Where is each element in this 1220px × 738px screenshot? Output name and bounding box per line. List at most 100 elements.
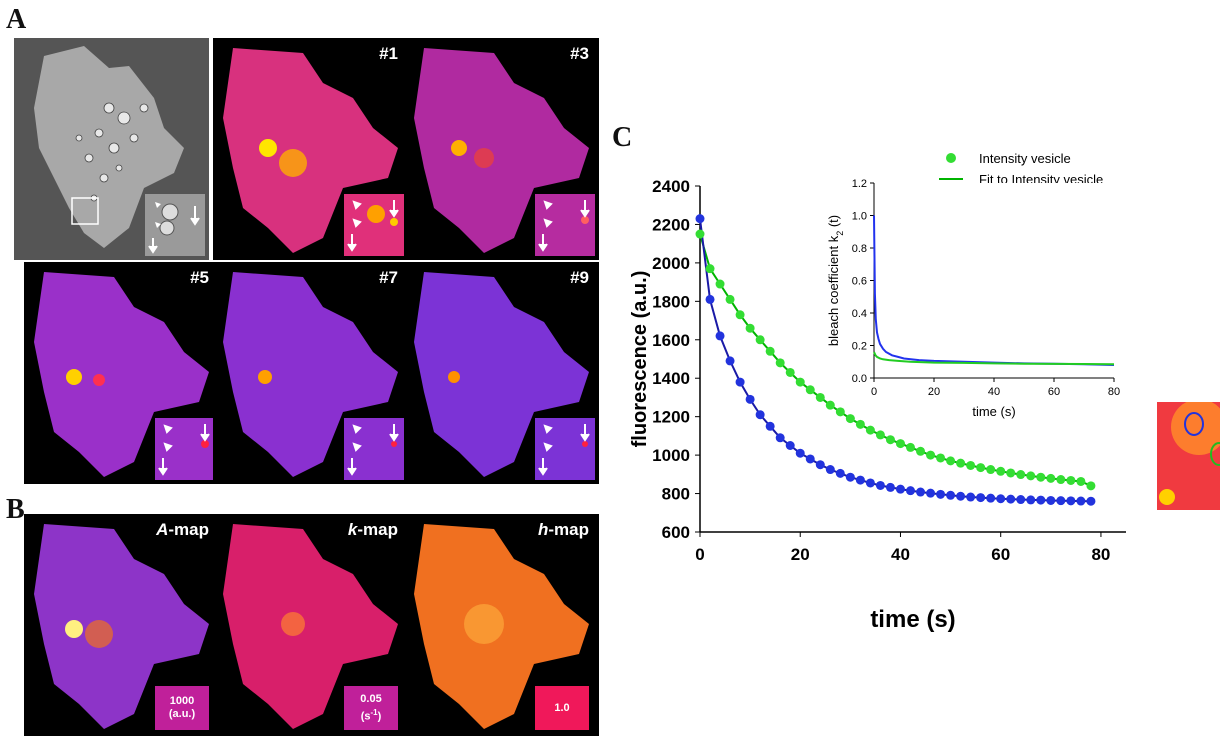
data-point xyxy=(905,486,915,496)
data-point xyxy=(1026,495,1036,505)
panel-label-a: A xyxy=(6,4,27,35)
frame-inset xyxy=(155,418,215,480)
data-point xyxy=(926,450,936,460)
inset-x-tick-label: 80 xyxy=(1108,386,1120,398)
y-tick-label: 1200 xyxy=(652,408,690,427)
a-map-image: A-map 1000 (a.u.) xyxy=(24,514,219,736)
legend-marker xyxy=(946,153,956,163)
inset-y-tick-label: 0.2 xyxy=(852,341,867,353)
image-frame-5: #5 xyxy=(24,262,219,484)
data-point xyxy=(875,480,885,490)
data-point xyxy=(936,489,946,499)
x-tick-label: 60 xyxy=(991,545,1010,564)
data-point xyxy=(936,453,946,463)
data-point xyxy=(805,454,815,464)
data-point xyxy=(956,491,966,501)
data-point xyxy=(1046,495,1056,505)
data-point xyxy=(825,465,835,475)
inset-plot-area xyxy=(874,183,1114,378)
x-tick-label: 80 xyxy=(1091,545,1110,564)
data-point xyxy=(865,425,875,435)
data-point xyxy=(1036,472,1046,482)
data-point xyxy=(986,493,996,503)
frame-inset xyxy=(344,194,404,256)
data-point xyxy=(785,367,795,377)
k-map-image: k-map 0.05 (s-1) xyxy=(213,514,408,736)
data-point xyxy=(1086,496,1096,506)
data-point xyxy=(895,439,905,449)
y-axis-label: fluorescence (a.u.) xyxy=(629,271,651,448)
data-point xyxy=(815,460,825,470)
data-point xyxy=(916,487,926,497)
data-point xyxy=(775,358,785,368)
image-frame-7: #7 xyxy=(213,262,408,484)
data-point xyxy=(795,377,805,387)
data-point xyxy=(1046,473,1056,483)
data-point xyxy=(916,446,926,456)
frame-inset xyxy=(535,418,595,480)
data-point xyxy=(976,493,986,503)
data-point xyxy=(715,331,725,341)
data-point xyxy=(705,264,715,274)
frame-label: #7 xyxy=(379,268,398,287)
inset-x-tick-label: 60 xyxy=(1048,386,1060,398)
data-point xyxy=(1026,471,1036,481)
scale-box: 0.05 (s-1) xyxy=(344,686,398,730)
map-label: h-map xyxy=(537,520,589,539)
scale-box: 1.0 xyxy=(535,686,589,730)
frame-inset xyxy=(344,418,404,480)
data-point xyxy=(996,466,1006,476)
x-tick-label: 20 xyxy=(791,545,810,564)
inset-series-line xyxy=(873,351,1115,366)
image-frame-3: #3 xyxy=(404,38,599,260)
data-point xyxy=(695,214,705,224)
image-frame-1: #1 xyxy=(213,38,408,260)
data-point xyxy=(855,419,865,429)
data-point xyxy=(986,465,996,475)
inset-x-tick-label: 20 xyxy=(928,386,940,398)
data-point xyxy=(946,456,956,466)
data-point xyxy=(835,468,845,478)
data-point xyxy=(795,448,805,458)
data-point xyxy=(956,458,966,468)
data-point xyxy=(775,433,785,443)
inset-y-tick-label: 1.0 xyxy=(852,211,867,223)
data-point xyxy=(1036,495,1046,505)
data-point xyxy=(695,229,705,239)
frame-label: #9 xyxy=(570,268,589,287)
data-point xyxy=(755,335,765,345)
data-point xyxy=(735,377,745,387)
legend-label: Intensity vesicle xyxy=(979,151,1071,166)
data-point xyxy=(895,484,905,494)
data-point xyxy=(1056,475,1066,485)
data-point xyxy=(745,323,755,333)
roi-image xyxy=(1157,402,1220,510)
data-point xyxy=(946,490,956,500)
data-point xyxy=(815,392,825,402)
inset-y-tick-label: 1.2 xyxy=(852,178,867,190)
y-tick-label: 2200 xyxy=(652,215,690,234)
image-frame-9: #9 xyxy=(404,262,599,484)
panel-label-c: C xyxy=(612,122,633,153)
data-point xyxy=(825,400,835,410)
inset-y-tick-label: 0.4 xyxy=(852,308,867,320)
brightfield-image xyxy=(14,38,209,260)
fit-line xyxy=(699,233,1092,487)
data-point xyxy=(715,279,725,289)
y-tick-label: 800 xyxy=(662,485,690,504)
data-point xyxy=(875,430,885,440)
data-point xyxy=(1086,481,1096,491)
data-point xyxy=(805,385,815,395)
data-point xyxy=(725,294,735,304)
inset-x-tick-label: 40 xyxy=(988,386,1000,398)
data-point xyxy=(1016,470,1026,480)
data-point xyxy=(976,463,986,473)
data-point xyxy=(1076,496,1086,506)
x-tick-label: 0 xyxy=(695,545,704,564)
data-point xyxy=(855,475,865,485)
data-point xyxy=(966,492,976,502)
data-point xyxy=(1056,496,1066,506)
data-point xyxy=(1006,494,1016,504)
data-point xyxy=(765,421,775,431)
